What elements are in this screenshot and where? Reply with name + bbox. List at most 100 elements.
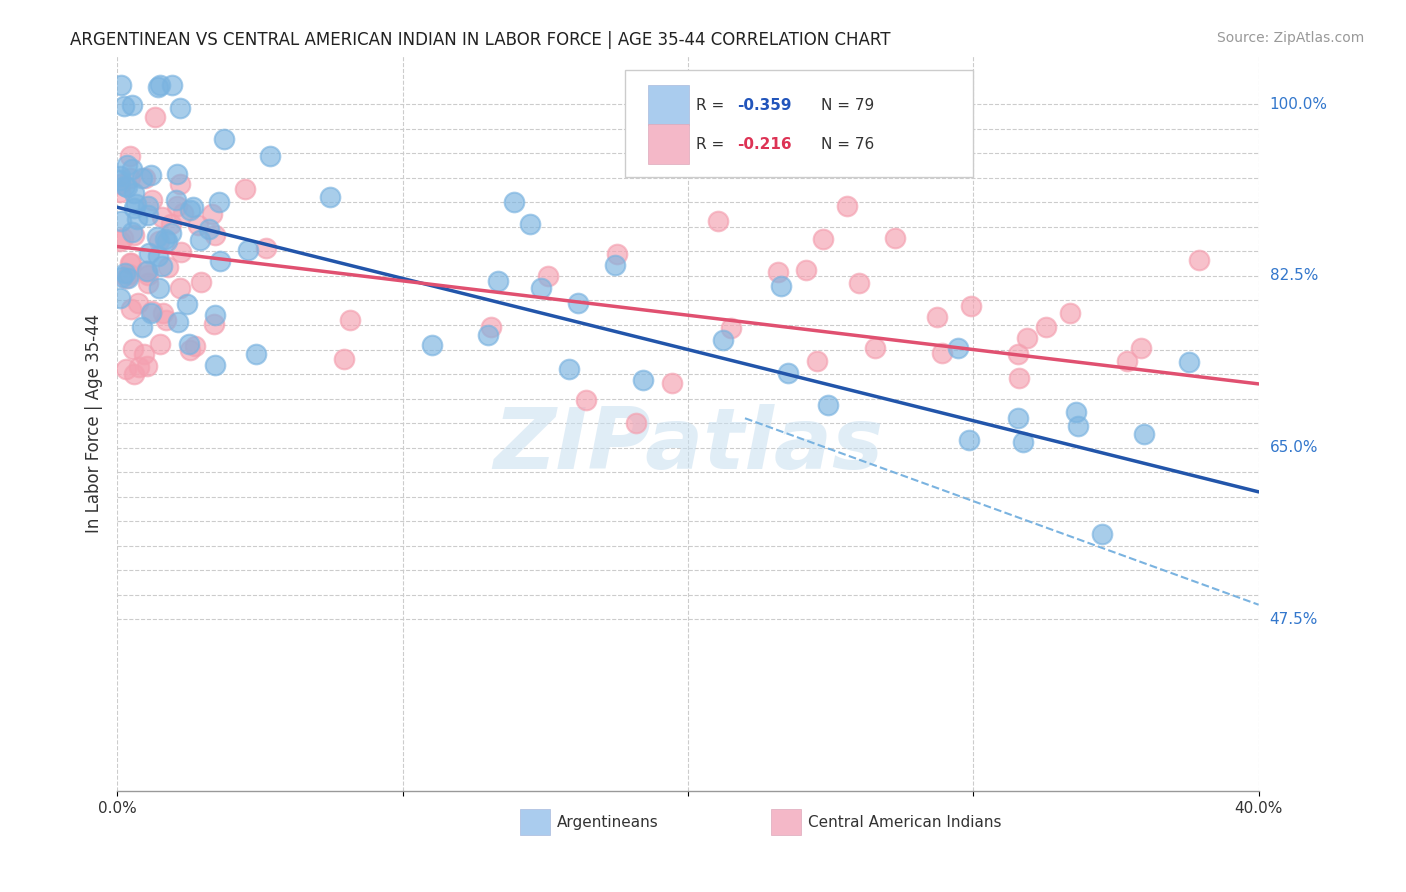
- Point: [575, 392, 598, 407]
- Point: [169, 178, 191, 192]
- Text: Argentineans: Argentineans: [557, 814, 658, 830]
- Point: [115, 158, 138, 172]
- Point: [817, 398, 839, 412]
- Point: [148, 280, 170, 294]
- Point: [190, 234, 212, 248]
- Point: [114, 179, 136, 194]
- Point: [204, 317, 226, 331]
- Point: [713, 333, 735, 347]
- Point: [794, 262, 817, 277]
- Point: [181, 200, 204, 214]
- Point: [134, 171, 156, 186]
- Point: [160, 217, 183, 231]
- Point: [121, 97, 143, 112]
- FancyBboxPatch shape: [520, 809, 550, 835]
- Point: [957, 433, 980, 447]
- Point: [115, 180, 138, 194]
- Point: [204, 308, 226, 322]
- Point: [769, 278, 792, 293]
- Point: [661, 376, 683, 390]
- Point: [156, 235, 179, 249]
- Point: [1091, 526, 1114, 541]
- Point: [160, 226, 183, 240]
- Point: [122, 186, 145, 201]
- Point: [108, 177, 131, 191]
- Point: [136, 268, 159, 283]
- Point: [624, 416, 647, 430]
- Point: [121, 225, 143, 239]
- Text: 65.0%: 65.0%: [1270, 440, 1319, 455]
- Point: [118, 171, 141, 186]
- Point: [143, 111, 166, 125]
- Point: [148, 234, 170, 248]
- Point: [187, 218, 209, 232]
- Point: [108, 185, 131, 199]
- Point: [1015, 330, 1038, 344]
- Point: [128, 360, 150, 375]
- Point: [486, 274, 509, 288]
- Point: [136, 208, 159, 222]
- Point: [118, 149, 141, 163]
- Point: [114, 361, 136, 376]
- Point: [177, 337, 200, 351]
- Text: 47.5%: 47.5%: [1270, 612, 1317, 627]
- Point: [720, 320, 742, 334]
- Text: Central American Indians: Central American Indians: [808, 814, 1001, 830]
- Point: [204, 228, 226, 243]
- Point: [117, 270, 139, 285]
- Point: [1007, 371, 1029, 385]
- Point: [519, 217, 541, 231]
- Point: [238, 244, 260, 258]
- Point: [1007, 347, 1029, 361]
- Point: [865, 341, 887, 355]
- Point: [1129, 341, 1152, 355]
- Point: [1066, 405, 1088, 419]
- Point: [146, 249, 169, 263]
- Point: [198, 221, 221, 235]
- Point: [111, 270, 134, 285]
- Point: [114, 266, 136, 280]
- Y-axis label: In Labor Force | Age 35-44: In Labor Force | Age 35-44: [86, 314, 103, 533]
- Point: [165, 193, 187, 207]
- Point: [172, 206, 194, 220]
- Point: [112, 99, 135, 113]
- Point: [422, 338, 444, 352]
- Point: [122, 367, 145, 381]
- Point: [530, 281, 553, 295]
- Point: [115, 271, 138, 285]
- Point: [605, 258, 627, 272]
- Point: [768, 265, 790, 279]
- Point: [125, 197, 148, 211]
- Point: [120, 301, 142, 316]
- FancyBboxPatch shape: [772, 809, 801, 835]
- Point: [135, 359, 157, 373]
- Point: [631, 373, 654, 387]
- Point: [806, 353, 828, 368]
- Point: [127, 296, 149, 310]
- Point: [121, 161, 143, 176]
- Point: [149, 336, 172, 351]
- Point: [179, 343, 201, 357]
- Text: R =: R =: [696, 136, 730, 152]
- Point: [318, 190, 340, 204]
- Text: N = 76: N = 76: [821, 136, 875, 152]
- Point: [776, 366, 799, 380]
- Point: [150, 210, 173, 224]
- Point: [108, 291, 131, 305]
- Text: ARGENTINEAN VS CENTRAL AMERICAN INDIAN IN LABOR FORCE | AGE 35-44 CORRELATION CH: ARGENTINEAN VS CENTRAL AMERICAN INDIAN I…: [70, 31, 891, 49]
- Point: [131, 170, 153, 185]
- Point: [118, 267, 141, 281]
- Point: [1067, 419, 1090, 434]
- Point: [150, 260, 173, 274]
- Point: [184, 339, 207, 353]
- Point: [141, 303, 163, 318]
- Text: 100.0%: 100.0%: [1270, 96, 1327, 112]
- Point: [233, 181, 256, 195]
- Point: [122, 342, 145, 356]
- Point: [811, 232, 834, 246]
- Point: [201, 207, 224, 221]
- Point: [204, 358, 226, 372]
- Point: [567, 296, 589, 310]
- Point: [153, 232, 176, 246]
- Point: [138, 246, 160, 260]
